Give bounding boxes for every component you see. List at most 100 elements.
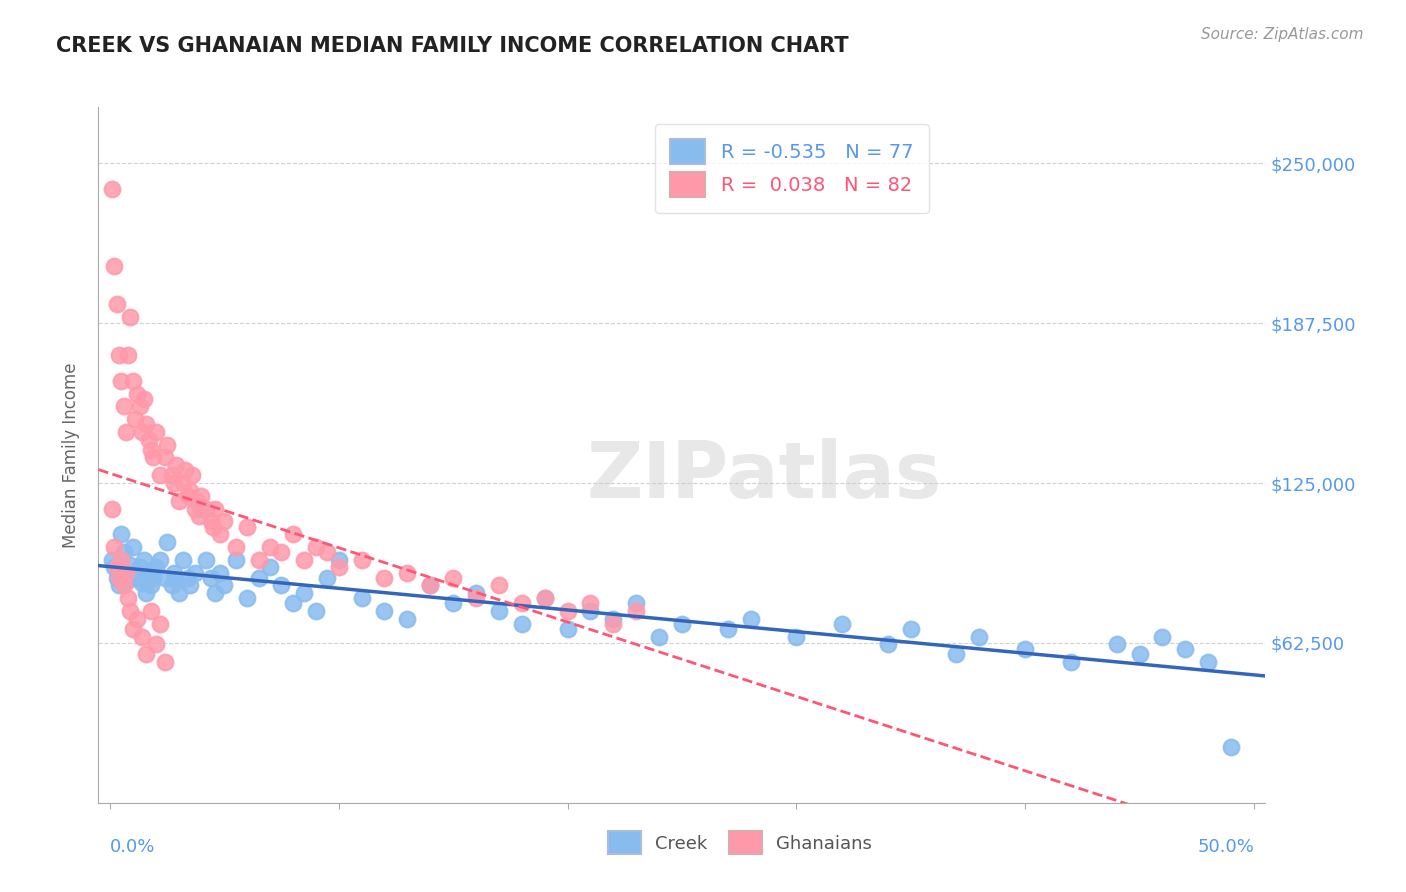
Point bbox=[160, 468, 183, 483]
Point bbox=[200, 515, 222, 529]
Point bbox=[270, 578, 292, 592]
Text: 0.0%: 0.0% bbox=[110, 838, 155, 855]
Point bbox=[127, 386, 149, 401]
Point bbox=[214, 515, 236, 529]
Point bbox=[163, 566, 186, 580]
Text: 50.0%: 50.0% bbox=[1197, 838, 1254, 855]
Text: Source: ZipAtlas.com: Source: ZipAtlas.com bbox=[1201, 27, 1364, 42]
Point bbox=[165, 574, 187, 588]
Point bbox=[131, 575, 153, 590]
Point bbox=[120, 604, 142, 618]
Point bbox=[124, 412, 146, 426]
Point bbox=[1197, 655, 1219, 669]
Point bbox=[139, 578, 162, 592]
Point bbox=[120, 558, 142, 572]
Point bbox=[156, 534, 179, 549]
Point bbox=[328, 560, 350, 574]
Point bbox=[183, 501, 205, 516]
Point bbox=[160, 578, 183, 592]
Point bbox=[128, 560, 150, 574]
Point bbox=[785, 630, 807, 644]
Point bbox=[127, 612, 149, 626]
Point bbox=[179, 578, 201, 592]
Point bbox=[831, 616, 853, 631]
Point bbox=[557, 604, 579, 618]
Point bbox=[533, 591, 555, 606]
Point bbox=[441, 596, 464, 610]
Point bbox=[214, 578, 236, 592]
Point bbox=[156, 438, 179, 452]
Point bbox=[108, 578, 131, 592]
Point bbox=[316, 545, 339, 559]
Point bbox=[176, 571, 198, 585]
Point bbox=[105, 297, 128, 311]
Point bbox=[579, 596, 602, 610]
Point bbox=[247, 553, 270, 567]
Point bbox=[396, 566, 419, 580]
Point bbox=[1014, 642, 1036, 657]
Point bbox=[1128, 648, 1150, 662]
Point bbox=[350, 591, 373, 606]
Point bbox=[127, 571, 149, 585]
Point bbox=[373, 604, 395, 618]
Point bbox=[557, 622, 579, 636]
Point bbox=[305, 604, 328, 618]
Point bbox=[259, 560, 281, 574]
Point bbox=[183, 566, 205, 580]
Point bbox=[602, 612, 624, 626]
Point bbox=[174, 463, 197, 477]
Point bbox=[740, 612, 762, 626]
Point bbox=[328, 553, 350, 567]
Point bbox=[419, 578, 441, 592]
Point bbox=[128, 400, 150, 414]
Point bbox=[204, 586, 226, 600]
Point bbox=[1060, 655, 1083, 669]
Point bbox=[624, 604, 647, 618]
Point bbox=[135, 586, 157, 600]
Point bbox=[190, 489, 212, 503]
Point bbox=[510, 616, 533, 631]
Point bbox=[115, 566, 138, 580]
Point bbox=[121, 374, 143, 388]
Point bbox=[488, 578, 510, 592]
Point bbox=[115, 425, 138, 439]
Point bbox=[194, 501, 217, 516]
Point bbox=[138, 566, 160, 580]
Point bbox=[186, 494, 208, 508]
Point bbox=[441, 571, 464, 585]
Point bbox=[465, 586, 488, 600]
Point bbox=[533, 591, 555, 606]
Point bbox=[225, 553, 247, 567]
Point bbox=[108, 348, 131, 362]
Point bbox=[142, 450, 165, 465]
Point bbox=[153, 655, 176, 669]
Point bbox=[247, 571, 270, 585]
Point bbox=[115, 566, 138, 580]
Point bbox=[181, 468, 204, 483]
Point bbox=[105, 560, 128, 574]
Point bbox=[149, 616, 172, 631]
Point bbox=[120, 310, 142, 324]
Point bbox=[163, 476, 186, 491]
Point bbox=[135, 648, 157, 662]
Point bbox=[149, 553, 172, 567]
Point bbox=[876, 637, 898, 651]
Point bbox=[103, 540, 125, 554]
Point bbox=[648, 630, 671, 644]
Point bbox=[112, 545, 135, 559]
Point bbox=[131, 630, 153, 644]
Point bbox=[153, 571, 176, 585]
Point bbox=[142, 571, 165, 585]
Point bbox=[236, 519, 259, 533]
Point bbox=[117, 348, 139, 362]
Point bbox=[200, 571, 222, 585]
Point bbox=[172, 553, 194, 567]
Point bbox=[103, 560, 125, 574]
Point bbox=[134, 392, 156, 406]
Point bbox=[145, 560, 167, 574]
Point bbox=[602, 616, 624, 631]
Point bbox=[108, 571, 131, 585]
Point bbox=[225, 540, 247, 554]
Point bbox=[717, 622, 740, 636]
Point bbox=[101, 553, 124, 567]
